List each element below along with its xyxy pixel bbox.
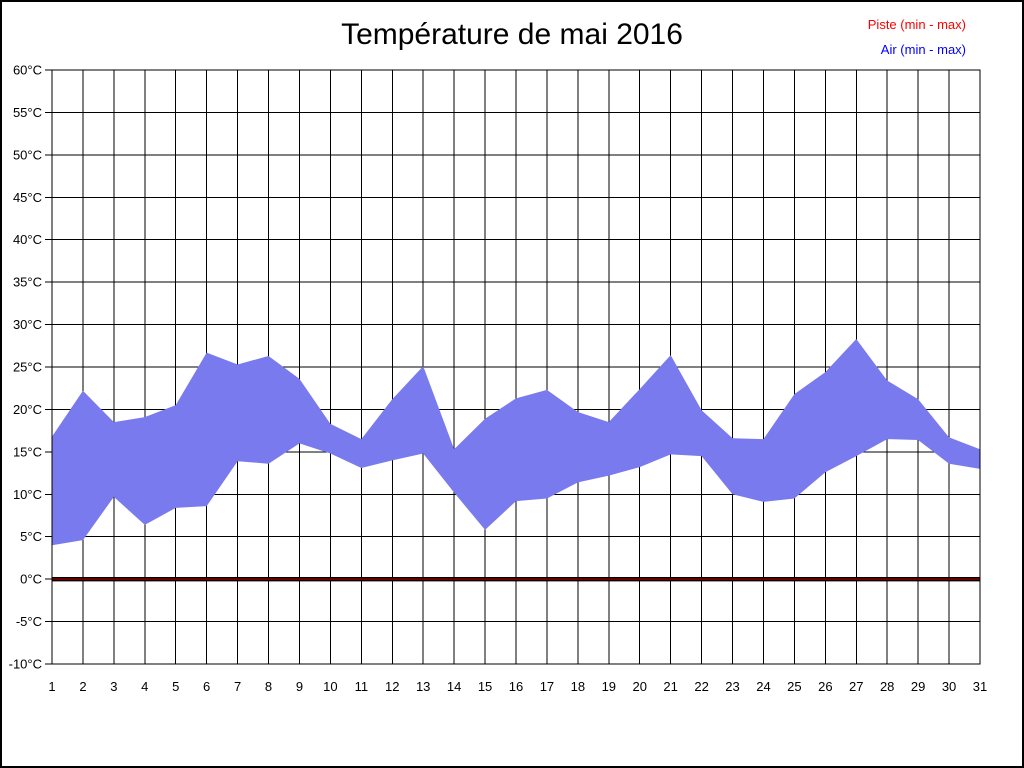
x-tick-label: 26 <box>818 679 832 694</box>
x-tick-label: 7 <box>234 679 241 694</box>
x-tick-label: 9 <box>296 679 303 694</box>
x-tick-label: 5 <box>172 679 179 694</box>
x-tick-label: 20 <box>632 679 646 694</box>
x-tick-label: 12 <box>385 679 399 694</box>
x-tick-label: 2 <box>79 679 86 694</box>
x-tick-label: 25 <box>787 679 801 694</box>
y-tick-label: 50°C <box>13 147 42 162</box>
x-axis: 1 2 3 4 5 6 7 8 9 10 11 12 13 14 15 16 17 18 19 20 21 22 23 24 2… <box>48 679 987 694</box>
x-tick-label: 29 <box>911 679 925 694</box>
x-tick-label: 15 <box>478 679 492 694</box>
x-tick-label: 27 <box>849 679 863 694</box>
x-tick-label: 8 <box>265 679 272 694</box>
legend-item-air: Air (min - max) <box>880 42 966 57</box>
x-tick-label: 3 <box>110 679 117 694</box>
y-tick-label: 35°C <box>13 275 42 290</box>
x-tick-label: 23 <box>725 679 739 694</box>
legend-item-piste: Piste (min - max) <box>867 17 966 32</box>
y-tick-label: 5°C <box>20 529 42 544</box>
y-tick-label: -10°C <box>9 657 42 672</box>
legend: Piste (min - max) Air (min - max) <box>868 12 966 62</box>
x-tick-label: 18 <box>571 679 585 694</box>
x-tick-label: 24 <box>756 679 770 694</box>
x-tick-label: 1 <box>48 679 55 694</box>
y-tick-label: 20°C <box>13 402 42 417</box>
y-tick-label: 10°C <box>13 487 42 502</box>
x-tick-label: 22 <box>694 679 708 694</box>
chart-title: Température de mai 2016 <box>341 18 683 51</box>
y-tick-label: 25°C <box>13 360 42 375</box>
x-tick-label: 13 <box>416 679 430 694</box>
y-tick-label: 55°C <box>13 105 42 120</box>
x-tick-label: 30 <box>942 679 956 694</box>
x-tick-label: 16 <box>509 679 523 694</box>
y-tick-label: 15°C <box>13 444 42 459</box>
y-tick-label: 40°C <box>13 232 42 247</box>
y-tick-label: 60°C <box>13 63 42 78</box>
x-tick-label: 19 <box>602 679 616 694</box>
x-tick-label: 4 <box>141 679 148 694</box>
x-tick-label: 31 <box>973 679 987 694</box>
x-tick-label: 10 <box>323 679 337 694</box>
x-tick-label: 21 <box>663 679 677 694</box>
x-tick-label: 6 <box>203 679 210 694</box>
x-tick-label: 14 <box>447 679 461 694</box>
x-tick-label: 11 <box>355 679 369 694</box>
y-tick-label: 45°C <box>13 190 42 205</box>
y-tick-label: -5°C <box>16 614 42 629</box>
y-tick-label: 0°C <box>20 572 42 587</box>
x-tick-label: 17 <box>540 679 554 694</box>
y-axis: -10°C -5°C 0°C 5°C 10°C 15°C 20°C 25°C 30°C 35°C 4… <box>9 63 52 672</box>
x-tick-label: 28 <box>880 679 894 694</box>
air-band <box>52 338 980 546</box>
y-tick-label: 30°C <box>13 317 42 332</box>
